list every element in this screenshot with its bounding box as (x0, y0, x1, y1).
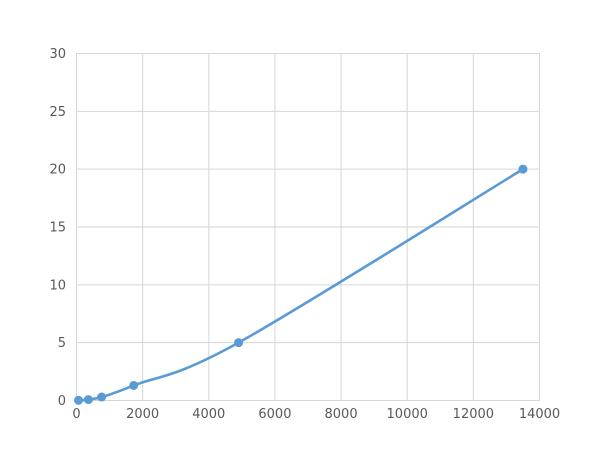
x-tick-label: 8000 (325, 407, 358, 422)
data-point (73, 395, 83, 405)
y-tick-label: 5 (58, 336, 66, 351)
y-tick-label: 30 (49, 47, 66, 62)
x-tick-label: 10000 (387, 407, 428, 422)
data-point (518, 164, 528, 174)
x-tick-label: 14000 (519, 407, 560, 422)
data-point (97, 392, 107, 402)
x-tick-label: 6000 (258, 407, 291, 422)
data-point (234, 338, 244, 348)
data-point (83, 395, 93, 405)
x-tick-label: 0 (72, 407, 80, 422)
x-tick-label: 2000 (126, 407, 159, 422)
data-point (129, 380, 139, 390)
y-tick-label: 15 (49, 221, 66, 236)
y-tick-label: 25 (49, 105, 66, 120)
y-tick-label: 20 (49, 163, 66, 178)
x-tick-label: 12000 (453, 407, 494, 422)
y-tick-label: 0 (58, 394, 66, 409)
x-tick-label: 4000 (192, 407, 225, 422)
y-tick-label: 10 (49, 278, 66, 293)
